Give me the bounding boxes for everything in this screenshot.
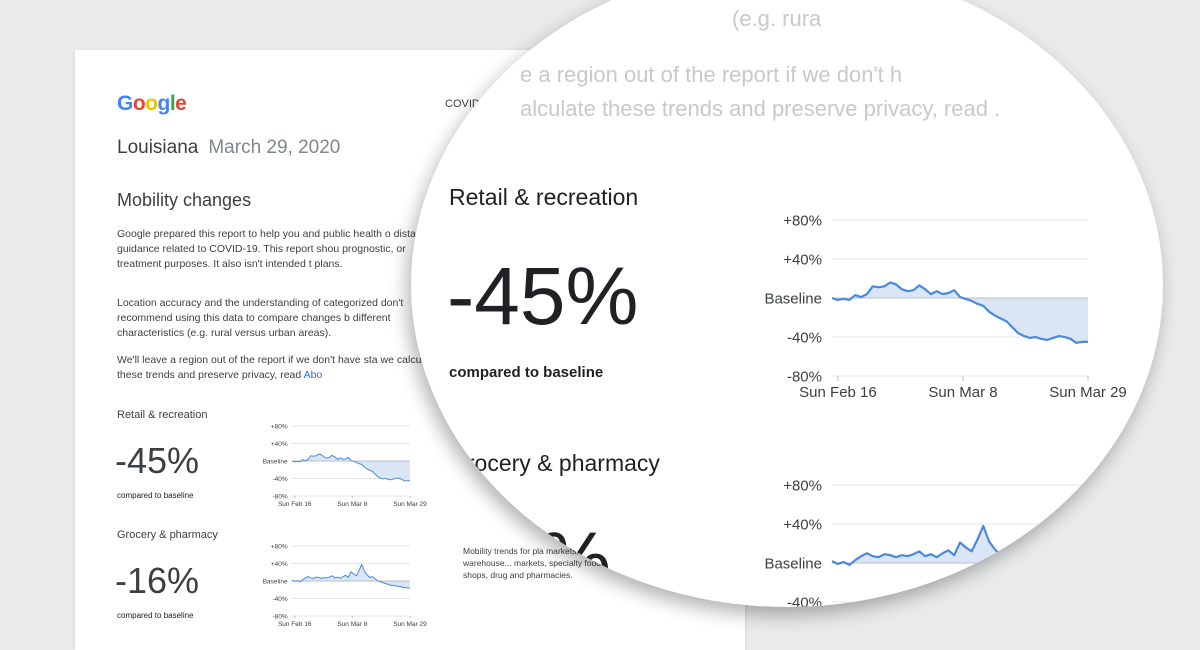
retail-mini-chart: +80% +40% Baseline -40% -80%Sun Feb 16 Sun Ma… — [263, 423, 427, 508]
y-tick-label: -40% — [787, 329, 822, 346]
region-name: Louisiana — [117, 137, 199, 158]
x-tick-label: Sun Mar 8 — [337, 621, 367, 628]
section-title: Mobility changes — [117, 190, 252, 210]
y-tick-label: +80% — [783, 477, 822, 494]
category-name: Grocery & pharmacy — [117, 529, 218, 541]
ghost-text: (e.g. rura — [732, 6, 822, 31]
y-tick-label: -40% — [787, 594, 822, 607]
zoom-compared-label: compared to baseline — [449, 364, 604, 381]
lens-content: (e.g. rura e a region out of the report … — [411, 0, 1163, 607]
y-tick-label: +80% — [783, 212, 822, 229]
logo-letter: o — [132, 92, 146, 115]
privacy-text: We'll leave a region out of the report i… — [117, 354, 439, 381]
privacy-paragraph: We'll leave a region out of the report i… — [117, 353, 447, 383]
category-name: Retail & recreation — [117, 409, 208, 421]
x-tick-label: Sun Mar 8 — [928, 384, 997, 401]
area-fill — [292, 564, 410, 588]
series-line — [291, 563, 410, 589]
zoom-category-name: Grocery & pharmacy — [449, 450, 660, 476]
zoom-category-value: -45% — [447, 251, 639, 342]
y-tick-label: +40% — [783, 516, 822, 533]
google-logo: Google — [117, 92, 187, 116]
y-tick-label: +40% — [783, 251, 822, 268]
logo-letter: g — [157, 92, 171, 115]
zoom-category-value: 16% — [447, 516, 612, 607]
x-tick-label: Sun Mar 29 — [393, 501, 427, 508]
logo-letter: G — [117, 92, 133, 115]
accuracy-paragraph: Location accuracy and the understanding … — [117, 297, 404, 339]
y-tick-label: Baseline — [764, 555, 822, 572]
ghost-text: e a region out of the report if we don't… — [520, 62, 903, 87]
about-link[interactable]: Abo — [303, 369, 323, 381]
intro-paragraph: Google prepared this report to help you … — [117, 228, 441, 270]
area-fill — [832, 282, 1088, 343]
retail-zoom-chart: +80% +40% Baseline -40% -80%Sun Feb 16 Sun Ma… — [764, 212, 1127, 401]
category-value: -45% — [115, 440, 200, 481]
compared-label: compared to baseline — [117, 611, 194, 620]
category-value: -16% — [115, 560, 200, 601]
magnifier-lens: (e.g. rura e a region out of the report … — [411, 0, 1163, 607]
y-tick-label: -80% — [272, 613, 287, 620]
logo-letter: l — [169, 92, 176, 115]
series-line — [831, 281, 1088, 344]
y-tick-label: Baseline — [263, 458, 288, 465]
x-tick-label: Sun Mar 8 — [337, 501, 367, 508]
x-tick-label: Sun Mar 29 — [393, 621, 427, 628]
area-fill — [832, 525, 1088, 579]
side-note: Mobility trends for pla markets, food wa… — [463, 546, 601, 580]
y-tick-label: -40% — [272, 596, 287, 603]
y-tick-label: Baseline — [764, 290, 822, 307]
y-tick-label: +80% — [271, 423, 288, 430]
x-tick-label: Sun Feb 16 — [799, 384, 877, 401]
y-tick-label: +40% — [271, 561, 288, 568]
series-line — [291, 453, 410, 482]
region-line: Louisiana March 29, 2020 — [117, 137, 340, 159]
x-tick-label: Sun Mar 29 — [1049, 384, 1127, 401]
logo-letter: e — [175, 92, 187, 115]
ghost-text: alculate these trends and preserve priva… — [520, 96, 1001, 121]
report-date: March 29, 2020 — [208, 137, 341, 158]
area-fill — [292, 454, 410, 482]
y-tick-label: Baseline — [263, 578, 288, 585]
y-tick-label: -80% — [272, 493, 287, 500]
series-line — [831, 524, 1088, 580]
zoom-category-name: Retail & recreation — [449, 184, 639, 210]
x-tick-label: Sun Feb 16 — [278, 621, 312, 628]
y-tick-label: +40% — [271, 441, 288, 448]
grocery-mini-chart: +80% +40% Baseline -40% -80%Sun Feb 16 Sun Ma… — [263, 543, 427, 628]
compared-label: compared to baseline — [117, 491, 194, 500]
y-tick-label: -80% — [787, 368, 822, 385]
logo-letter: o — [145, 92, 158, 115]
y-tick-label: -40% — [272, 476, 287, 483]
x-tick-label: Sun Feb 16 — [278, 501, 312, 508]
y-tick-label: +80% — [271, 543, 288, 550]
